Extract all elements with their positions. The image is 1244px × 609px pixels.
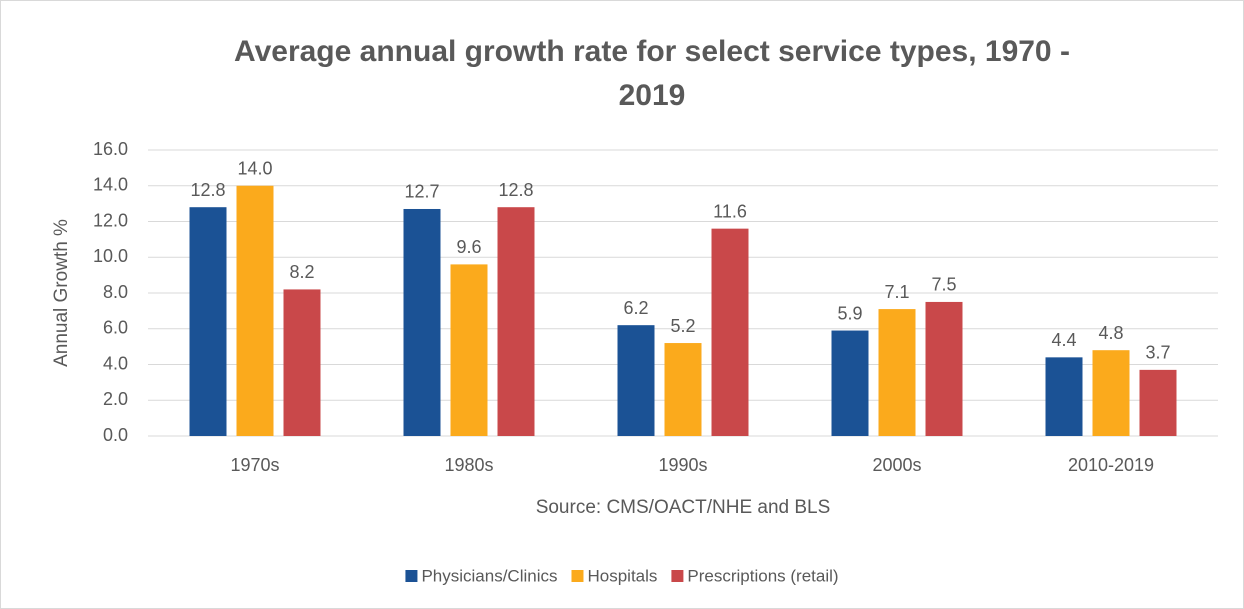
legend-label: Prescriptions (retail) bbox=[687, 566, 838, 585]
y-tick-label: 4.0 bbox=[103, 353, 128, 373]
data-label: 9.6 bbox=[456, 237, 481, 257]
bar bbox=[711, 228, 749, 436]
bar bbox=[236, 185, 274, 436]
bar bbox=[403, 208, 441, 436]
data-label: 14.0 bbox=[237, 159, 272, 179]
bar bbox=[1139, 369, 1177, 436]
data-label: 7.1 bbox=[884, 282, 909, 302]
data-label: 5.2 bbox=[670, 316, 695, 336]
data-label: 4.8 bbox=[1098, 323, 1123, 343]
x-tick-label: 2010-2019 bbox=[1068, 455, 1154, 475]
bar bbox=[283, 289, 321, 436]
bar bbox=[831, 330, 869, 436]
data-label: 7.5 bbox=[931, 275, 956, 295]
y-tick-label: 10.0 bbox=[93, 246, 128, 266]
legend-label: Hospitals bbox=[587, 566, 657, 585]
y-tick-label: 2.0 bbox=[103, 389, 128, 409]
chart-title: Average annual growth rate for select se… bbox=[234, 35, 1070, 112]
data-label: 12.8 bbox=[190, 180, 225, 200]
legend-swatch bbox=[671, 570, 684, 582]
bar bbox=[1045, 357, 1083, 436]
x-tick-label: 2000s bbox=[872, 455, 921, 475]
data-label: 12.8 bbox=[498, 180, 533, 200]
bar bbox=[1092, 350, 1130, 436]
x-tick-label: 1970s bbox=[230, 455, 279, 475]
data-label: 5.9 bbox=[837, 303, 862, 323]
y-tick-label: 16.0 bbox=[93, 139, 128, 159]
bar bbox=[497, 207, 535, 436]
y-tick-label: 6.0 bbox=[103, 318, 128, 338]
bar bbox=[617, 325, 655, 436]
data-label: 12.7 bbox=[404, 182, 439, 202]
legend-swatch bbox=[405, 570, 418, 582]
y-tick-label: 8.0 bbox=[103, 282, 128, 302]
y-tick-label: 12.0 bbox=[93, 210, 128, 230]
legend-swatch bbox=[571, 570, 584, 582]
data-label: 6.2 bbox=[623, 298, 648, 318]
data-label: 3.7 bbox=[1145, 343, 1170, 363]
y-tick-label: 14.0 bbox=[93, 175, 128, 195]
bar bbox=[664, 343, 702, 436]
data-label: 8.2 bbox=[289, 262, 314, 282]
bar bbox=[925, 301, 963, 436]
x-tick-label: 1980s bbox=[444, 455, 493, 475]
bar bbox=[450, 264, 488, 436]
bar bbox=[189, 207, 227, 436]
y-axis-label: Annual Growth % bbox=[51, 219, 72, 367]
x-tick-label: 1990s bbox=[658, 455, 707, 475]
x-axis-label: Source: CMS/OACT/NHE and BLS bbox=[536, 497, 831, 518]
legend-label: Physicians/Clinics bbox=[421, 566, 557, 585]
bar bbox=[878, 309, 916, 436]
data-label: 4.4 bbox=[1051, 330, 1076, 350]
y-tick-label: 0.0 bbox=[103, 425, 128, 445]
data-label: 11.6 bbox=[713, 201, 747, 221]
